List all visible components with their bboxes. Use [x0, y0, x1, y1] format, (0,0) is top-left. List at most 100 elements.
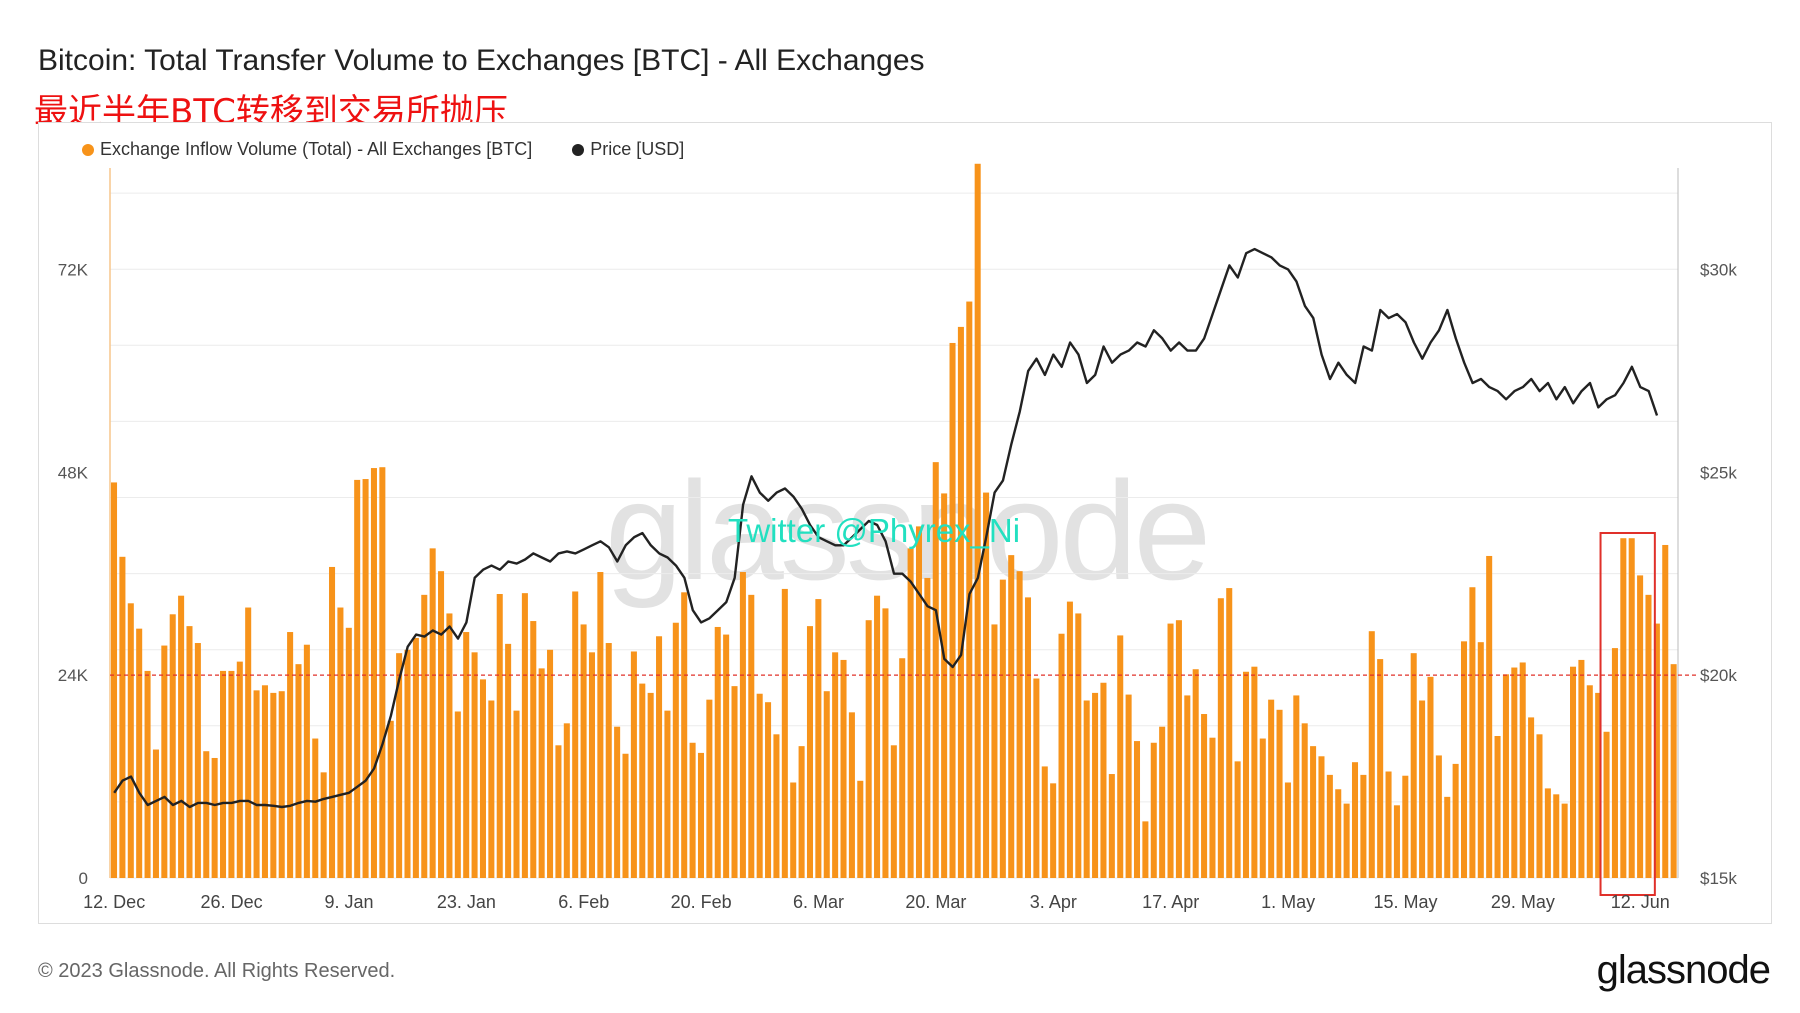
inflow-bar — [1268, 699, 1275, 878]
inflow-bar — [236, 661, 243, 878]
inflow-bar — [731, 686, 738, 878]
inflow-bar — [773, 734, 780, 878]
inflow-bar — [1100, 682, 1107, 878]
inflow-bar — [949, 342, 956, 878]
inflow-bar — [1092, 692, 1099, 878]
inflow-bar — [312, 738, 319, 878]
twitter-watermark: Twitter @Phyrex_Ni — [728, 512, 1021, 549]
inflow-bar — [1435, 755, 1442, 878]
y-left-tick-label: 48K — [58, 463, 89, 482]
inflow-bar — [362, 479, 369, 878]
legend-label-inflow: Exchange Inflow Volume (Total) - All Exc… — [100, 139, 533, 159]
y-left-tick-label: 72K — [58, 260, 89, 279]
inflow-bar — [865, 620, 872, 878]
inflow-bar — [1494, 736, 1501, 878]
x-tick-label: 9. Jan — [324, 892, 373, 912]
inflow-bar — [924, 577, 931, 878]
inflow-bar — [622, 753, 629, 878]
inflow-bar — [1075, 613, 1082, 878]
inflow-bar — [1343, 803, 1350, 878]
inflow-bar — [941, 493, 948, 878]
inflow-bar — [1058, 633, 1065, 878]
inflow-bar — [278, 691, 285, 878]
inflow-bar — [1653, 623, 1660, 878]
inflow-bar — [1276, 709, 1283, 878]
inflow-bar — [840, 659, 847, 878]
inflow-bar — [823, 691, 830, 878]
inflow-bar — [429, 548, 436, 878]
inflow-bar — [1578, 659, 1585, 878]
inflow-bar — [454, 711, 461, 878]
inflow-bar — [144, 670, 151, 878]
x-tick-label: 6. Mar — [793, 892, 844, 912]
inflow-bar — [697, 752, 704, 878]
legend-item-price[interactable]: Price [USD] — [572, 139, 684, 160]
inflow-bar — [1603, 731, 1610, 878]
inflow-bar — [664, 710, 671, 878]
inflow-bar — [270, 692, 277, 878]
inflow-bar — [1586, 685, 1593, 878]
inflow-bar — [513, 710, 520, 878]
legend-item-inflow[interactable]: Exchange Inflow Volume (Total) - All Exc… — [82, 139, 532, 160]
y-right-tick-label: $15k — [1700, 869, 1737, 888]
inflow-bar — [370, 468, 377, 878]
inflow-bar — [1192, 669, 1199, 878]
inflow-bar — [488, 700, 495, 878]
inflow-bar — [295, 664, 302, 878]
inflow-bar — [446, 613, 453, 878]
x-tick-label: 3. Apr — [1030, 892, 1077, 912]
copyright-text: © 2023 Glassnode. All Rights Reserved. — [38, 960, 396, 982]
inflow-bar — [1670, 664, 1677, 878]
inflow-bar — [1444, 796, 1451, 878]
inflow-bar — [438, 571, 445, 878]
inflow-bar — [203, 751, 210, 878]
inflow-bar — [1159, 726, 1166, 878]
inflow-bar — [320, 772, 327, 878]
inflow-bar — [1637, 575, 1644, 878]
inflow-bar — [471, 652, 478, 878]
inflow-bar — [1133, 741, 1141, 878]
inflow-bar — [974, 163, 981, 878]
inflow-bar — [1544, 788, 1551, 878]
inflow-bar — [521, 593, 528, 878]
inflow-bar — [790, 782, 797, 878]
x-tick-label: 20. Mar — [905, 892, 966, 912]
inflow-bar — [1209, 737, 1216, 878]
inflow-bar — [1041, 766, 1048, 878]
inflow-bar — [1167, 623, 1174, 878]
inflow-bar — [848, 712, 855, 878]
inflow-bar — [1351, 762, 1359, 878]
x-tick-label: 12. Jun — [1611, 892, 1670, 912]
inflow-bar — [253, 690, 260, 878]
y-right-tick-label: $25k — [1700, 463, 1737, 482]
y-right-tick-label: $30k — [1700, 260, 1737, 279]
inflow-bar — [412, 637, 419, 878]
inflow-bar — [1662, 544, 1669, 878]
inflow-bar — [932, 462, 939, 878]
x-tick-label: 20. Feb — [671, 892, 732, 912]
inflow-bar — [999, 579, 1006, 878]
inflow-bar — [404, 649, 411, 878]
x-tick-label: 6. Feb — [558, 892, 609, 912]
inflow-bar — [630, 651, 637, 878]
inflow-bar — [588, 652, 595, 878]
inflow-bar — [505, 643, 512, 878]
inflow-bar — [656, 636, 663, 878]
inflow-bar — [1201, 714, 1208, 878]
x-tick-label: 15. May — [1373, 892, 1437, 912]
chart-title: Bitcoin: Total Transfer Volume to Exchan… — [38, 44, 925, 77]
inflow-bar — [1326, 774, 1333, 878]
inflow-bar — [1528, 717, 1535, 878]
inflow-bar — [907, 548, 914, 878]
inflow-bar — [647, 692, 654, 878]
x-tick-label: 12. Dec — [83, 892, 145, 912]
inflow-bar — [287, 632, 294, 878]
inflow-bar — [211, 757, 218, 878]
inflow-bar — [1645, 594, 1652, 878]
inflow-bar — [1050, 783, 1057, 878]
inflow-bar — [1242, 671, 1250, 878]
inflow-bar — [1452, 763, 1459, 878]
inflow-bar — [337, 607, 344, 878]
inflow-bar — [991, 624, 998, 878]
